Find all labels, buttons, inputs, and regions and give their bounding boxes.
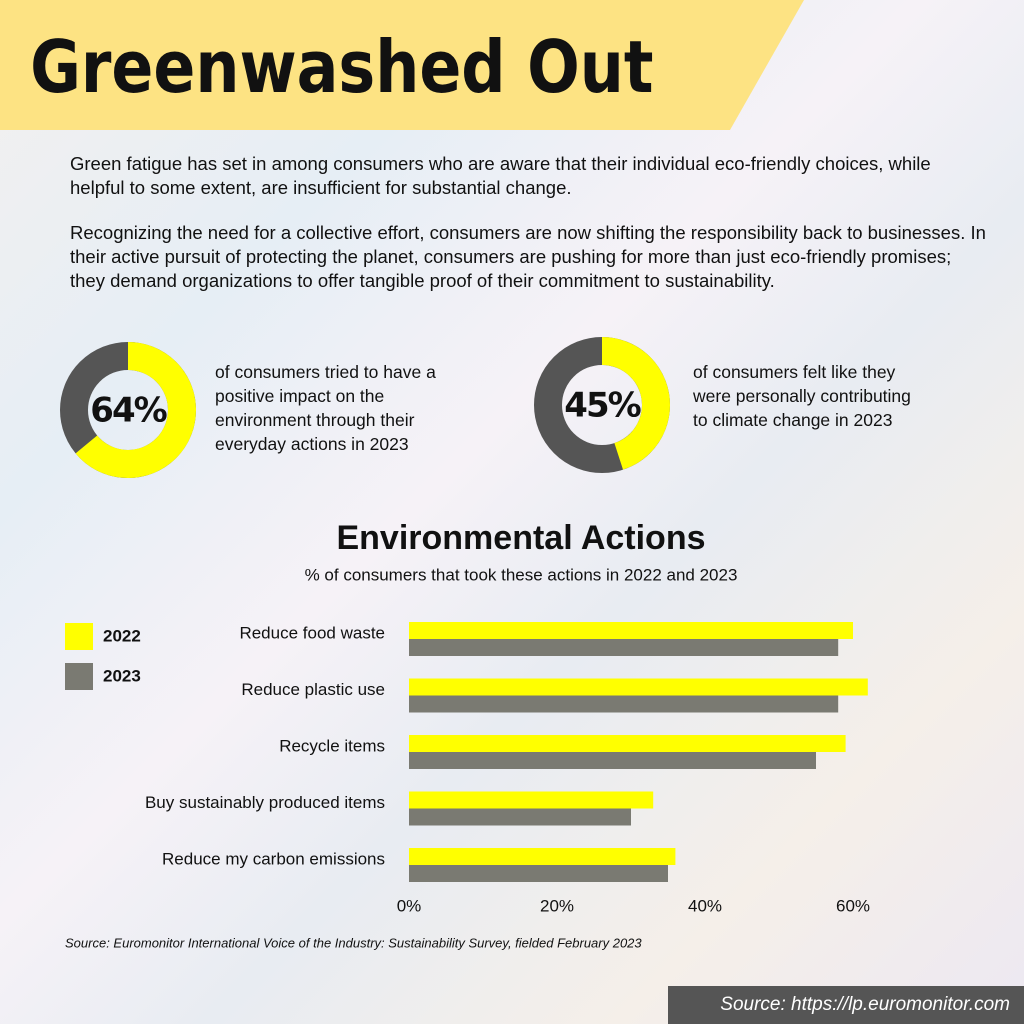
chart-title: Environmental Actions [336,519,705,557]
x-tick-label: 60% [836,896,870,915]
bar [409,848,676,865]
header-band [0,0,804,130]
footer-band [668,986,1024,1024]
bar [409,622,853,639]
x-tick-label: 20% [540,896,574,915]
bar [409,791,654,809]
category-label: Recycle items [279,736,385,755]
legend-label: 2022 [103,626,141,645]
category-label: Reduce plastic use [241,680,385,699]
footer-source: Source: https://lp.euromonitor.com [720,994,1010,1015]
bar [409,865,668,882]
x-tick-label: 40% [688,896,722,915]
paragraph: Recognizing the need for a collective ef… [70,222,986,291]
bar [409,752,816,769]
donut-label: 45% [564,386,640,426]
category-label: Buy sustainably produced items [145,793,385,812]
bar [409,735,846,752]
category-label: Reduce food waste [239,623,385,642]
bar [409,678,868,696]
stat-caption: of consumers tried to have a positive im… [215,362,436,454]
donut-label: 64% [90,391,166,431]
bar [409,808,631,826]
bar [409,639,839,656]
chart-subtitle: % of consumers that took these actions i… [305,565,738,584]
category-label: Reduce my carbon emissions [162,849,385,868]
stat-caption: of consumers felt like they were persona… [693,362,911,430]
legend-label: 2023 [103,666,141,685]
bar [409,695,839,713]
legend-swatch [65,663,93,690]
donut-arc [75,342,196,478]
source-note: Source: Euromonitor International Voice … [65,935,642,950]
legend-swatch [65,623,93,650]
title: Greenwashed Out [30,25,653,109]
paragraph: Green fatigue has set in among consumers… [70,153,931,198]
x-tick-label: 0% [397,896,422,915]
donut-arc [601,337,670,470]
